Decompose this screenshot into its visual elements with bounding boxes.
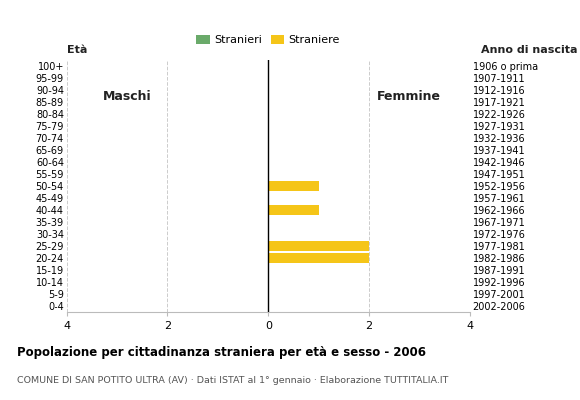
Legend: Stranieri, Straniere: Stranieri, Straniere — [194, 33, 342, 48]
Text: Età: Età — [67, 45, 87, 55]
Bar — [268, 181, 318, 191]
Bar — [268, 253, 369, 263]
Text: Femmine: Femmine — [378, 90, 441, 102]
Text: Popolazione per cittadinanza straniera per età e sesso - 2006: Popolazione per cittadinanza straniera p… — [17, 346, 426, 359]
Bar — [268, 241, 369, 251]
Text: Anno di nascita: Anno di nascita — [481, 45, 577, 55]
Text: COMUNE DI SAN POTITO ULTRA (AV) · Dati ISTAT al 1° gennaio · Elaborazione TUTTIT: COMUNE DI SAN POTITO ULTRA (AV) · Dati I… — [17, 376, 449, 385]
Bar — [268, 205, 318, 215]
Text: Maschi: Maschi — [103, 90, 151, 102]
